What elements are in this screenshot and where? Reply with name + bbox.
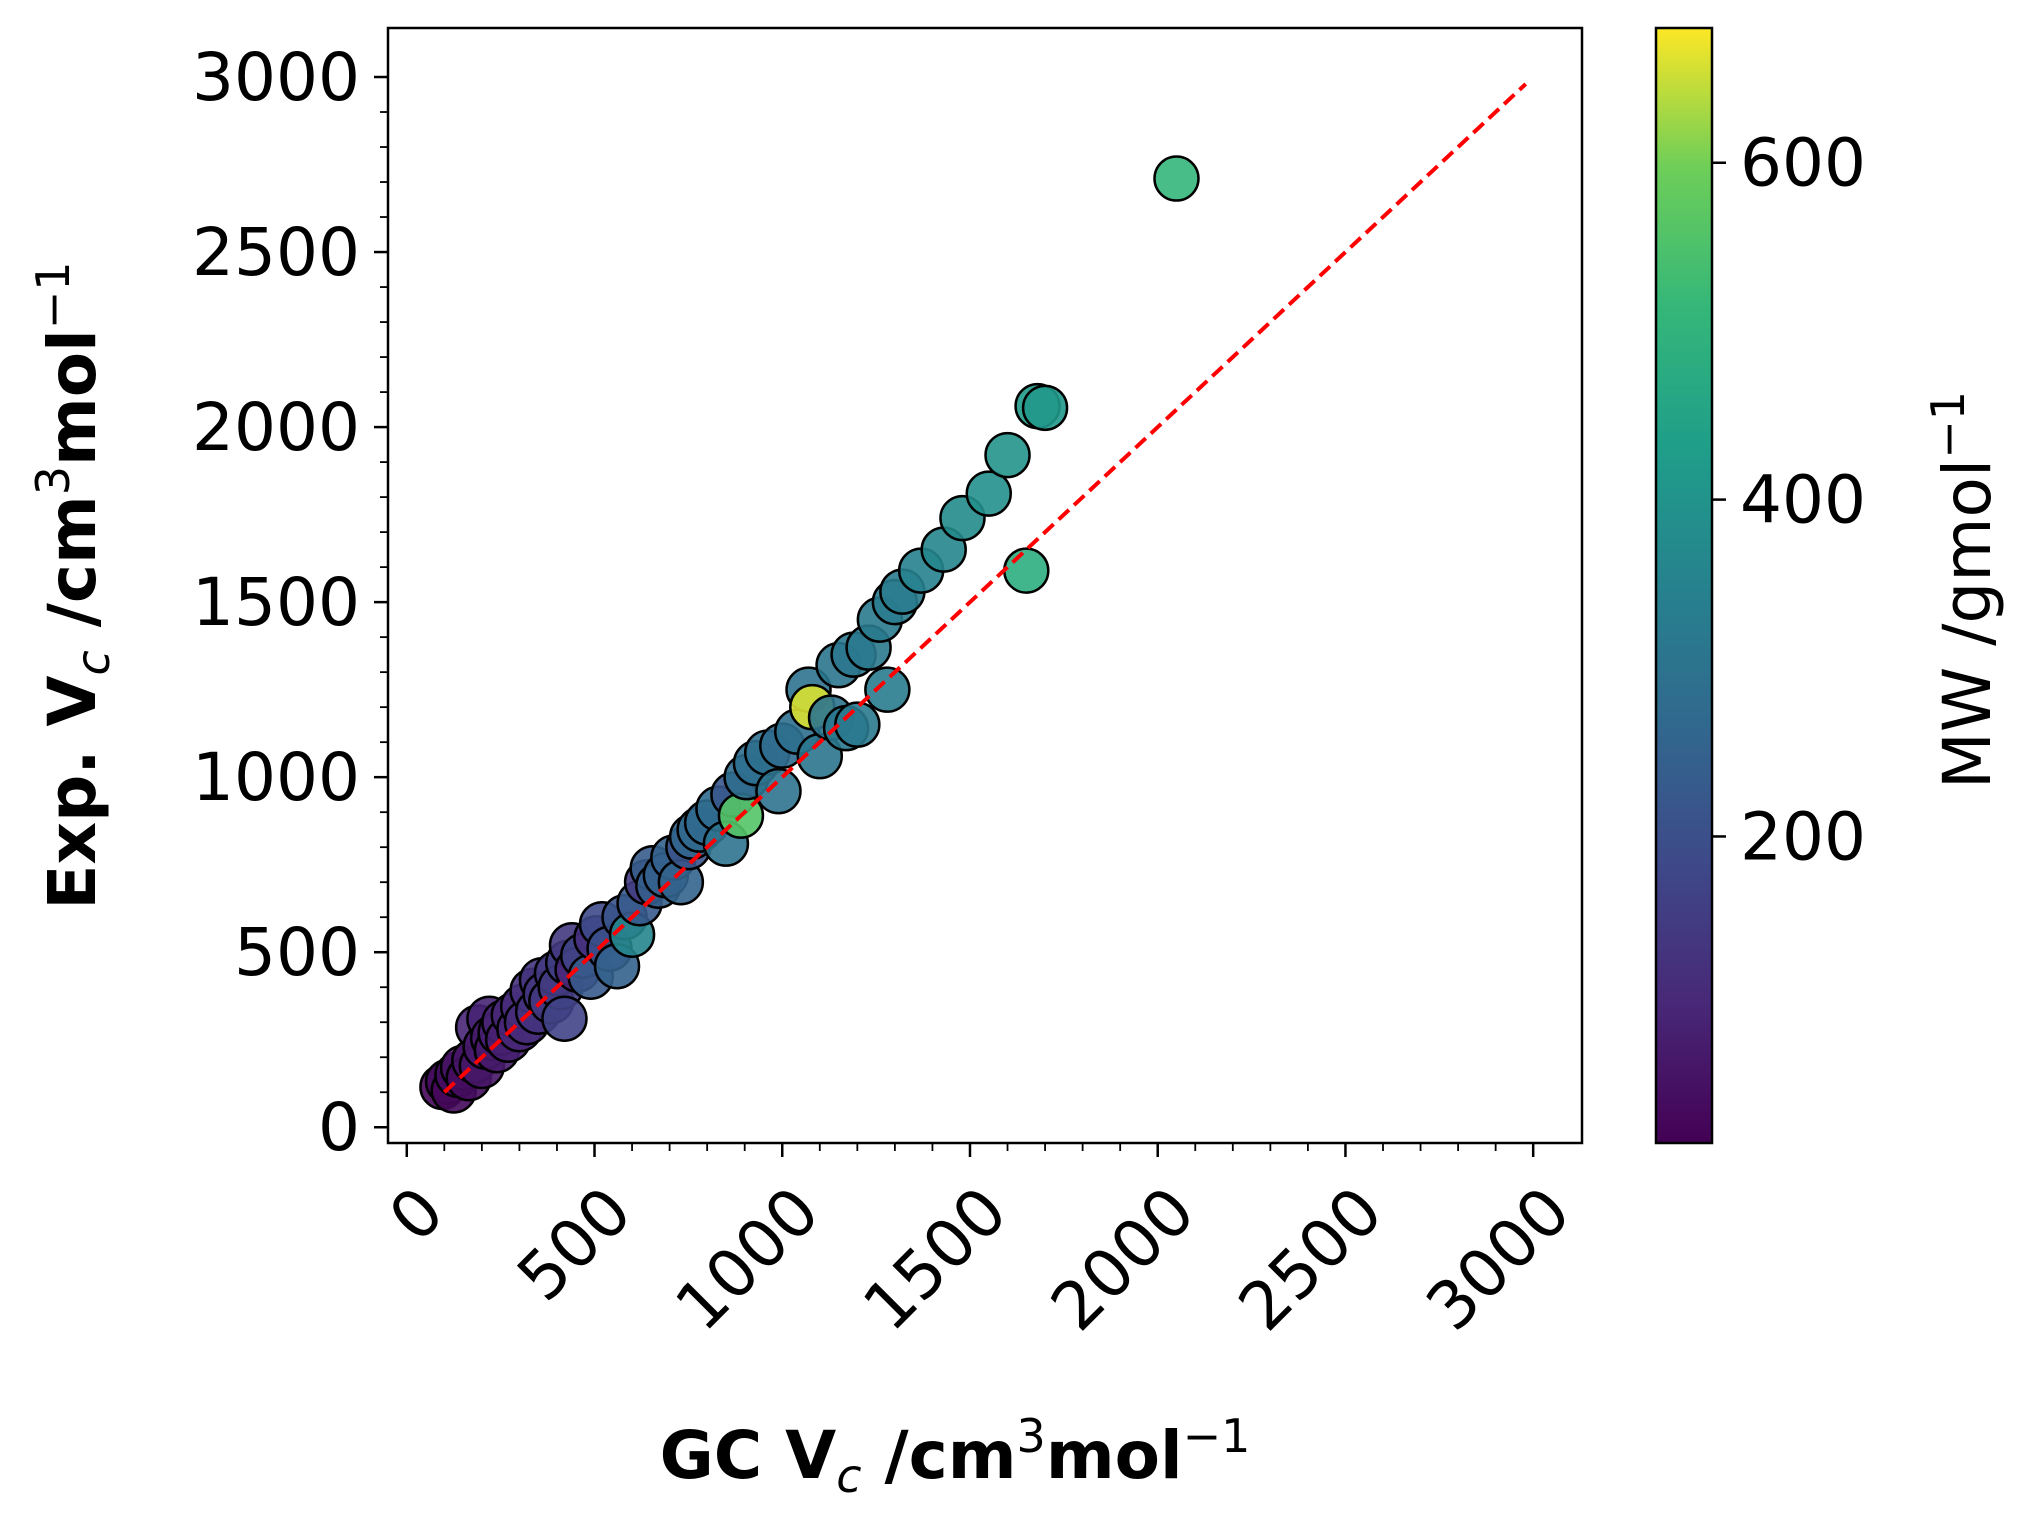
x-tick-label: 1500 (849, 1172, 1022, 1345)
y-axis-label-unit2: mol (34, 329, 111, 466)
x-axis-label-sup2: −1 (1183, 1409, 1251, 1463)
colorbar: 200 400 600 MW /gmol−1 (1654, 26, 2006, 1145)
y-axis-label: Exp. Vc /cm3mol−1 (26, 261, 120, 909)
data-point (1153, 155, 1200, 202)
x-axis-label-main: GC V (660, 1417, 837, 1494)
y-axis-label-sup2: −1 (26, 261, 80, 329)
x-tick-label: 3000 (1412, 1172, 1585, 1345)
y-axis-label-unit: /cm (34, 495, 111, 650)
reference-line-layer (442, 82, 1528, 1094)
x-tick-label: 1000 (661, 1172, 834, 1345)
y-ticks: 0 500 1000 1500 2000 2500 3000 (192, 39, 388, 1166)
colorbar-gradient (1654, 26, 1714, 1145)
y-tick-label: 2000 (192, 389, 360, 466)
data-point (1003, 547, 1050, 594)
plot-frame (386, 26, 1584, 1145)
data-point (541, 995, 588, 1042)
x-tick-label: 2000 (1036, 1172, 1209, 1345)
x-axis-label-sub: c (836, 1449, 861, 1503)
colorbar-ticks: 200 400 600 (1712, 125, 1866, 875)
x-axis-label-unit: /cm (862, 1417, 1017, 1494)
data-point (1021, 384, 1069, 432)
y-tick-label: 3000 (192, 39, 360, 116)
points-layer (419, 155, 1200, 1114)
colorbar-label-sup: −1 (1921, 391, 1975, 459)
y-axis-label-main: Exp. V (34, 676, 111, 910)
data-point (834, 701, 881, 748)
x-tick-label: 500 (503, 1172, 647, 1316)
y-tick-label: 0 (318, 1089, 360, 1166)
y-tick-label: 1000 (192, 739, 360, 816)
x-axis-label: GC Vc /cm3mol−1 (660, 1409, 1251, 1503)
x-tick-label: 0 (374, 1172, 458, 1256)
reference-line (442, 82, 1528, 1094)
colorbar-tick-label: 600 (1740, 125, 1866, 202)
x-ticks: 0 500 1000 1500 2000 2500 3000 (374, 1143, 1585, 1346)
x-axis-label-sup1: 3 (1017, 1409, 1046, 1463)
colorbar-tick-label: 400 (1740, 462, 1866, 539)
colorbar-label: MW /gmol−1 (1921, 391, 2006, 789)
x-tick-label: 2500 (1224, 1172, 1397, 1345)
y-tick-label: 2500 (192, 214, 360, 291)
data-point (984, 431, 1031, 479)
y-axis-label-sub: c (66, 650, 120, 675)
y-tick-label: 500 (234, 914, 360, 991)
x-axis-label-unit2: mol (1046, 1417, 1183, 1494)
y-axis-label-sup1: 3 (26, 466, 80, 495)
data-point (755, 767, 802, 815)
colorbar-label-main: MW /gmol (1929, 459, 2006, 789)
data-point (965, 470, 1013, 517)
data-point (864, 666, 911, 713)
colorbar-tick-label: 200 (1740, 798, 1866, 875)
y-tick-label: 1500 (192, 564, 360, 641)
